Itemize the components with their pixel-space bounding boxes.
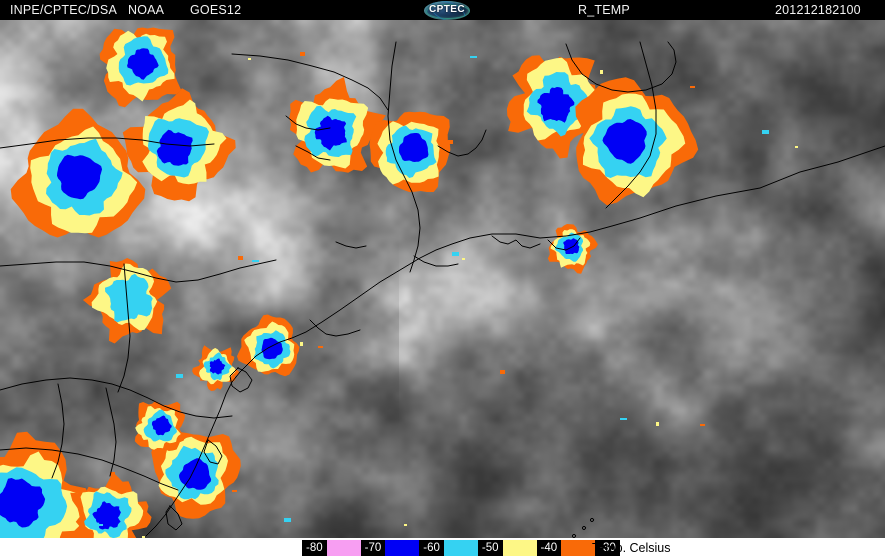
infrared-satellite-canvas <box>0 20 885 538</box>
legend-label-minus80: -80 <box>302 540 327 556</box>
header-product-label: R_TEMP <box>578 3 630 17</box>
yellow-swatch <box>502 540 537 556</box>
header-operator-label: NOAA <box>128 3 165 17</box>
blue-swatch <box>385 540 420 556</box>
cyan-swatch <box>443 540 478 556</box>
header-agency-label: INPE/CPTEC/DSA <box>10 3 117 17</box>
temperature-color-scale: -80 -70 -60 -50 -40 -30 <box>302 540 620 556</box>
header-bar: INPE/CPTEC/DSA NOAA GOES12 CPTEC R_TEMP … <box>0 0 885 20</box>
cptec-logo-text: CPTEC <box>429 4 465 15</box>
legend-band: -80 -70 -60 -50 -40 -30 Temp. Celsius <box>0 538 885 558</box>
satellite-image-area <box>0 20 885 538</box>
cptec-logo-icon: CPTEC <box>424 1 470 20</box>
legend-units-label: Temp. Celsius <box>592 541 671 555</box>
pink-swatch <box>326 540 361 556</box>
legend-label-minus40: -40 <box>536 540 562 556</box>
legend-label-minus70: -70 <box>360 540 386 556</box>
orange-swatch <box>561 540 596 556</box>
header-timestamp-label: 201212182100 <box>775 3 861 17</box>
legend-label-minus50: -50 <box>477 540 503 556</box>
logo-ring-outer <box>426 4 470 19</box>
legend-label-minus60: -60 <box>419 540 444 556</box>
legend-label-minus30: -30 <box>595 540 620 556</box>
header-platform-label: GOES12 <box>190 3 242 17</box>
